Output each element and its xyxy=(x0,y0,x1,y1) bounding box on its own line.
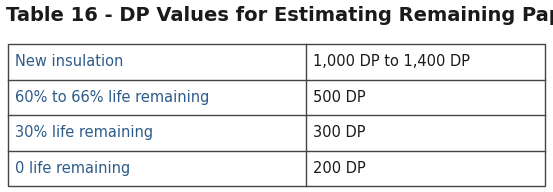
Text: Table 16 - DP Values for Estimating Remaining Paper Life: Table 16 - DP Values for Estimating Rema… xyxy=(6,6,553,25)
Text: 500 DP: 500 DP xyxy=(312,90,366,105)
Text: 30% life remaining: 30% life remaining xyxy=(15,125,153,141)
Bar xyxy=(8,44,545,186)
Text: 0 life remaining: 0 life remaining xyxy=(15,161,130,176)
Text: 200 DP: 200 DP xyxy=(312,161,366,176)
Text: 300 DP: 300 DP xyxy=(312,125,365,141)
Text: New insulation: New insulation xyxy=(15,54,123,70)
Text: 1,000 DP to 1,400 DP: 1,000 DP to 1,400 DP xyxy=(312,54,469,70)
Text: 60% to 66% life remaining: 60% to 66% life remaining xyxy=(15,90,209,105)
